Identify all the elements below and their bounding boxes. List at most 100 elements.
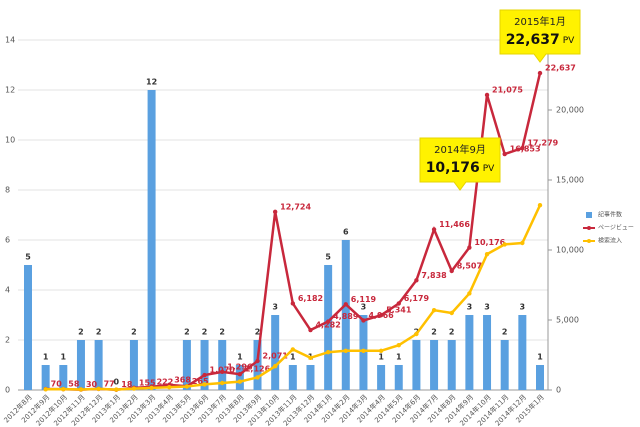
point-label: 155 [139,378,156,387]
bar-label: 2 [431,328,437,337]
point [96,386,101,392]
bar-label: 2 [219,328,225,337]
bar-label: 6 [343,228,349,237]
bar-label: 1 [61,353,67,362]
bar [430,340,439,390]
point [43,387,48,392]
bar [182,340,191,390]
point-label: 70 [51,380,63,389]
point [484,92,490,98]
point [255,375,260,380]
point-label: 6,179 [404,294,430,303]
point [167,385,172,390]
point-label: 11,466 [439,220,470,229]
bar-label: 3 [520,303,526,312]
point [537,70,543,76]
point [290,347,296,352]
bar [536,365,544,390]
point [272,364,278,369]
point-label: 6,119 [351,295,377,304]
point [449,310,454,316]
bar [341,240,350,390]
point [325,350,331,355]
point-label: 8,507 [457,261,482,270]
bar-label: 2 [202,328,208,337]
bar-label: 0 [113,378,119,387]
point-label: 77 [104,379,115,388]
bar-label: 2 [184,328,190,337]
y-tick-label: 14 [5,36,15,45]
bar-label: 3 [484,303,490,312]
y2-tick-label: 5,000 [556,316,579,325]
bar [271,315,280,390]
point [202,382,207,387]
point-label: 1,126 [245,365,271,374]
point [255,358,260,364]
point [467,245,472,250]
point-label: 22,637 [545,64,576,73]
point [61,386,66,392]
point [414,331,419,337]
point-label: 368 [174,375,191,384]
bar-label: 2 [255,328,261,337]
y-tick-label: 0 [5,386,10,395]
callout-unit: PV [563,36,575,46]
point [431,227,437,232]
bar [465,315,474,390]
point-label: 7,838 [421,271,447,280]
callout-number: 10,176 [426,160,480,176]
bar-label: 2 [502,328,508,337]
point-label: 2,071 [263,352,289,361]
point [149,385,154,391]
point [378,313,384,318]
callout-number: 22,637 [506,32,560,48]
bar [518,315,527,390]
bar [59,365,68,390]
point [184,384,190,389]
point [378,348,384,353]
bar-label: 1 [396,353,402,362]
bar [41,365,50,390]
legend-swatch [586,212,592,218]
bar [129,340,138,390]
point [114,387,119,392]
point [449,268,454,274]
bar-label: 2 [78,328,84,337]
point-label: 1,296 [227,362,253,371]
y2-tick-label: 15,000 [556,176,584,185]
bar [288,365,297,390]
point [325,319,331,324]
bar [306,365,315,390]
legend-label: ページビュー [598,224,634,232]
point-label: 5,341 [386,306,412,315]
y2-tick-label: 0 [556,386,561,395]
bar [24,265,32,390]
point [520,240,525,246]
callout [499,9,581,63]
bar [235,365,244,390]
point-label: 17,279 [527,139,558,148]
point [484,252,490,257]
point [308,355,313,360]
point [202,372,207,378]
point [78,387,84,392]
legend-swatch [587,239,591,243]
point [343,348,348,353]
point-label: 10,176 [474,238,505,247]
y-tick-label: 2 [5,336,10,345]
point [220,380,225,386]
point-label: 4,282 [315,321,340,330]
y-tick-label: 10 [5,136,15,145]
bar-label: 2 [96,328,102,337]
point [537,203,543,208]
y2-tick-label: 10,000 [556,246,584,255]
bar [94,340,103,390]
point [343,302,348,307]
bar-label: 2 [131,328,137,337]
point-label: 4,889 [333,312,359,321]
callout-value: 22,637 PV [506,32,575,48]
bar [76,340,85,390]
point [502,151,507,157]
legend-label: 記事件数 [598,211,622,219]
